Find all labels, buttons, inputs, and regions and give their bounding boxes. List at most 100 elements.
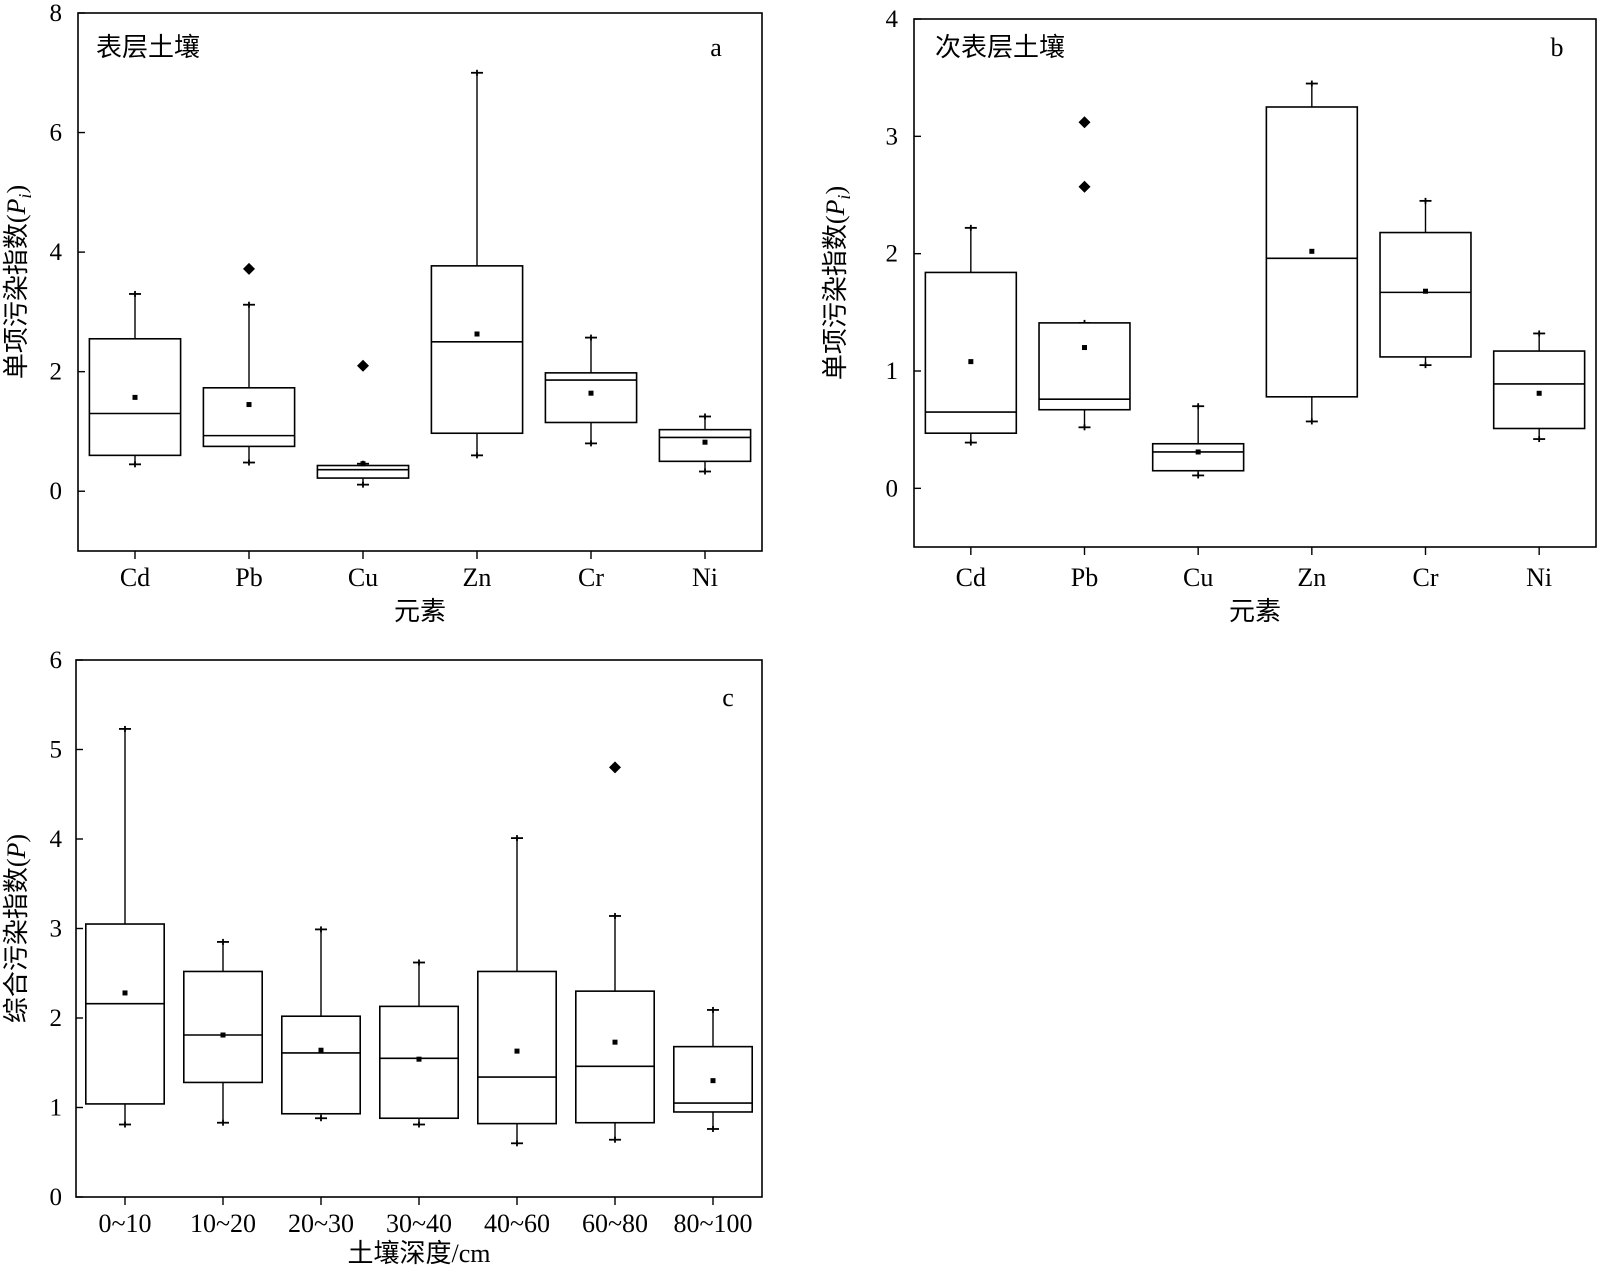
- x-tick-label: Cu: [348, 563, 378, 592]
- y-tick-label: 3: [50, 916, 63, 943]
- panel-label: b: [1551, 33, 1564, 62]
- y-axis-label-close: ): [821, 186, 850, 195]
- y-axis-label-close: ): [2, 834, 31, 843]
- box-body: [1492, 350, 1586, 430]
- box-10~20: [183, 938, 264, 1126]
- y-axis-label-sub: i: [834, 195, 854, 200]
- box-body: [1265, 106, 1359, 398]
- x-axis-label: 元素: [1229, 597, 1281, 626]
- x-axis-label: 土壤深度/cm: [348, 1239, 491, 1268]
- box-Ni: [658, 413, 752, 475]
- box-Cd: [88, 290, 182, 468]
- mean-marker: [710, 1078, 716, 1084]
- box-body: [1151, 442, 1245, 472]
- y-axis-label: 单项污染指数(Pi): [2, 185, 35, 379]
- outlier-marker: [1078, 180, 1091, 193]
- box-30~40: [378, 959, 459, 1128]
- x-tick-label: 30~40: [386, 1209, 452, 1238]
- box-Pb: [1038, 116, 1131, 431]
- y-axis-label: 综合污染指数(P): [2, 834, 31, 1023]
- box-60~80: [574, 761, 655, 1143]
- x-tick-label: Cd: [956, 563, 986, 592]
- box-Pb: [202, 262, 296, 466]
- x-tick-label: Cd: [120, 563, 150, 592]
- x-tick-label: 0~10: [98, 1209, 151, 1238]
- box-40~60: [476, 835, 557, 1147]
- y-tick-label: 1: [886, 358, 899, 385]
- box-Cr: [1379, 197, 1472, 369]
- mean-marker: [360, 461, 366, 467]
- x-tick-label: 40~60: [484, 1209, 550, 1238]
- x-tick-label: Pb: [235, 563, 262, 592]
- box-Cu: [316, 359, 410, 488]
- box-body: [1038, 322, 1131, 411]
- plot-frame: [913, 18, 1597, 548]
- y-tick-label: 2: [50, 1005, 63, 1032]
- y-axis-label-sub: i: [15, 194, 35, 199]
- box-Zn: [430, 69, 524, 459]
- box-body: [430, 265, 524, 435]
- y-tick-label: 3: [886, 123, 899, 150]
- y-tick-label: 5: [50, 737, 63, 764]
- outlier-marker: [609, 761, 621, 774]
- y-tick-label: 4: [886, 6, 899, 33]
- mean-marker: [1195, 449, 1201, 455]
- mean-marker: [1082, 345, 1087, 351]
- box-body: [658, 428, 752, 463]
- mean-marker: [702, 439, 708, 445]
- chart-panel-c: 0 1 2 3 4 5 6 0~10 10~20 20~30 30~40 40~60 60~80 80~1…: [2, 647, 763, 1268]
- y-axis-label-var: P: [821, 199, 850, 216]
- x-tick-label: 60~80: [582, 1209, 648, 1238]
- outlier-marker: [1078, 116, 1091, 129]
- box-Cu: [1151, 403, 1245, 479]
- plot-frame: [77, 12, 763, 552]
- y-tick-label: 4: [50, 239, 63, 266]
- y-axis-label-var: P: [2, 198, 31, 215]
- box-20~30: [280, 926, 361, 1122]
- panel-title: 表层土壤: [96, 33, 200, 62]
- y-tick-label: 8: [50, 0, 63, 27]
- mean-marker: [246, 402, 252, 408]
- mean-marker: [1423, 288, 1428, 294]
- box-body: [476, 970, 557, 1125]
- box-body: [280, 1015, 361, 1115]
- box-body: [1379, 231, 1472, 358]
- box-body: [544, 372, 638, 424]
- y-tick-label: 0: [50, 478, 63, 505]
- x-tick-label: 10~20: [190, 1209, 256, 1238]
- x-tick-label: Cr: [578, 563, 604, 592]
- y-axis-label: 单项污染指数(Pi): [821, 186, 854, 380]
- mean-marker: [514, 1048, 520, 1054]
- panel-title: 次表层土壤: [935, 33, 1065, 62]
- y-tick-label: 2: [886, 241, 899, 268]
- box-body: [378, 1005, 459, 1120]
- box-Cd: [924, 224, 1018, 446]
- box-body: [316, 464, 410, 479]
- chart-panel-a: 0 2 4 6 8 Cd Pb Cu Zn Cr Ni 表层土壤 a 元素 单项污染指数(Pi): [2, 0, 763, 626]
- outlier-marker: [243, 262, 255, 275]
- box-Ni: [1492, 330, 1586, 443]
- mean-marker: [220, 1032, 226, 1038]
- box-body: [85, 923, 166, 1105]
- x-tick-label: Cr: [1413, 563, 1439, 592]
- box-body: [672, 1045, 753, 1113]
- box-Zn: [1265, 80, 1359, 425]
- mean-marker: [1536, 390, 1542, 396]
- y-tick-label: 0: [886, 475, 899, 502]
- x-tick-label: Cu: [1183, 563, 1213, 592]
- mean-marker: [416, 1056, 422, 1062]
- x-tick-label: 80~100: [673, 1209, 752, 1238]
- y-axis-label-var: P: [2, 842, 31, 859]
- x-tick-label: Ni: [692, 563, 718, 592]
- y-axis-label-text: 单项污染指数(: [821, 215, 850, 380]
- x-tick-label: Pb: [1071, 563, 1098, 592]
- outlier-marker: [357, 359, 369, 372]
- x-tick-label: Zn: [463, 563, 492, 592]
- mean-marker: [588, 390, 594, 396]
- box-body: [183, 970, 264, 1084]
- y-tick-label: 6: [50, 647, 63, 674]
- box-80~100: [672, 1006, 753, 1132]
- mean-marker: [318, 1047, 324, 1053]
- y-tick-label: 0: [50, 1184, 63, 1211]
